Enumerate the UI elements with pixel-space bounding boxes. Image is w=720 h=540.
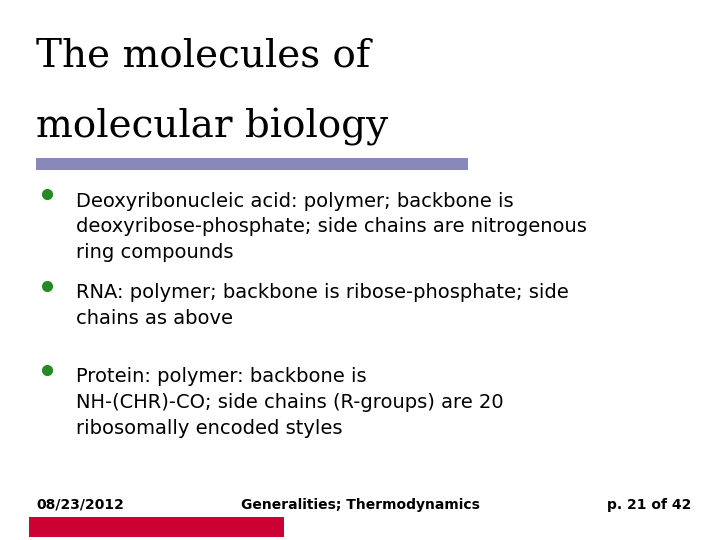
- Text: 08/23/2012: 08/23/2012: [36, 498, 124, 512]
- Text: Generalities; Thermodynamics: Generalities; Thermodynamics: [240, 498, 480, 512]
- Text: p. 21 of 42: p. 21 of 42: [607, 498, 691, 512]
- Text: The molecules of: The molecules of: [36, 38, 370, 75]
- Text: molecular biology: molecular biology: [36, 108, 388, 146]
- Text: Deoxyribonucleic acid: polymer; backbone is
deoxyribose-phosphate; side chains a: Deoxyribonucleic acid: polymer; backbone…: [76, 192, 587, 262]
- Bar: [29, 517, 284, 537]
- Text: Protein: polymer: backbone is
NH-(CHR)-CO; side chains (R-groups) are 20
ribosom: Protein: polymer: backbone is NH-(CHR)-C…: [76, 367, 503, 438]
- Text: RNA: polymer; backbone is ribose-phosphate; side
chains as above: RNA: polymer; backbone is ribose-phospha…: [76, 284, 568, 328]
- Bar: [36, 158, 468, 170]
